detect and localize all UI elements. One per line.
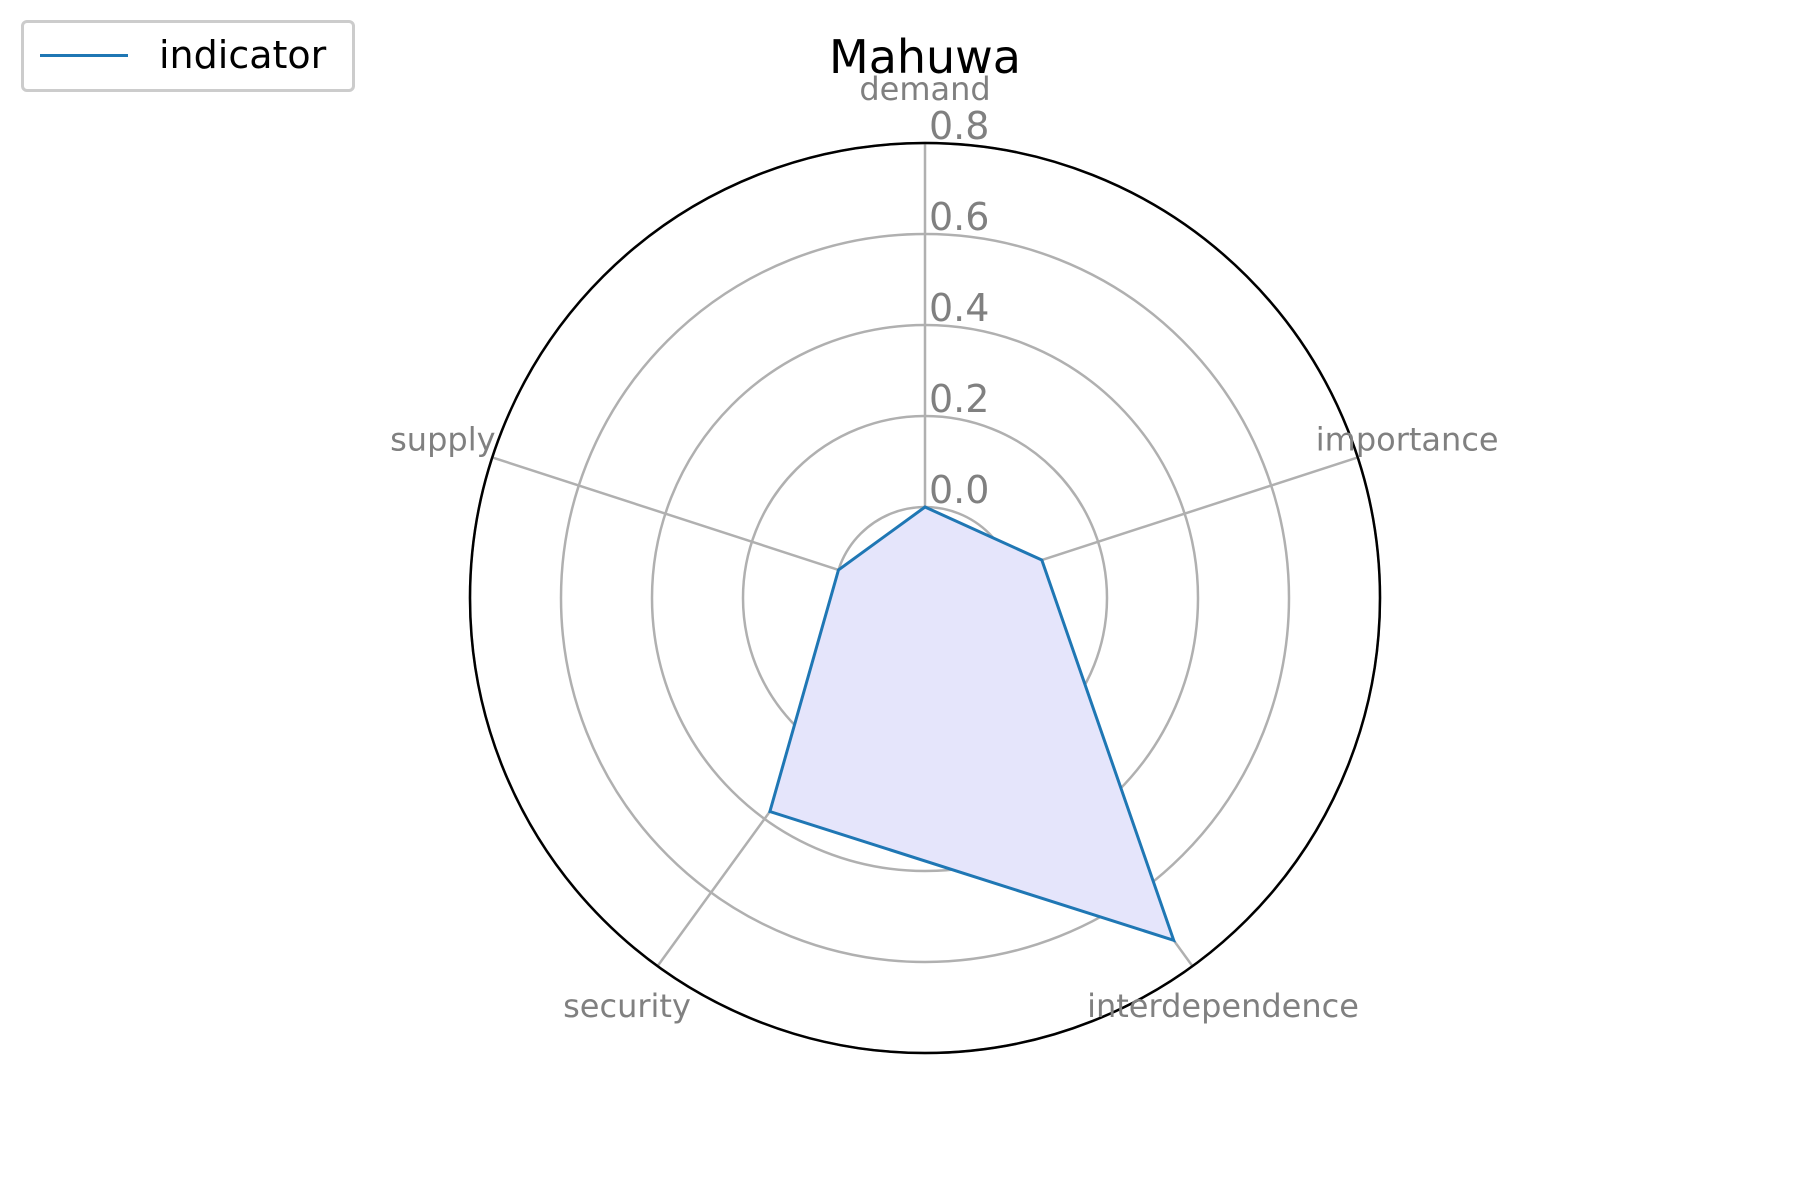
axis-label: interdependence <box>1087 987 1359 1025</box>
radial-tick-label: 0.8 <box>929 104 989 148</box>
axis-label: importance <box>1316 420 1499 458</box>
radial-tick-label: 0.0 <box>929 468 989 512</box>
outer-frame <box>468 141 1382 1055</box>
axis-label: security <box>563 987 691 1025</box>
axis-label: supply <box>390 420 495 458</box>
series-fill <box>769 507 1174 941</box>
chart-title: Mahuwa <box>829 30 1021 84</box>
radial-tick-label: 0.6 <box>929 195 989 239</box>
series-line <box>768 505 1177 943</box>
legend-label: indicator <box>159 33 327 77</box>
series-layer <box>768 505 1177 943</box>
radial-tick-label: 0.4 <box>929 286 989 330</box>
axis-label: demand <box>859 70 990 108</box>
radial-tick-label: 0.2 <box>929 377 989 421</box>
legend-line-swatch <box>40 54 128 57</box>
radial-tick-labels: 0.0 0.2 0.4 0.6 0.8 <box>929 104 989 512</box>
legend: indicator <box>21 20 355 92</box>
axis-labels: demand importance interdependence security s… <box>390 70 1498 1025</box>
